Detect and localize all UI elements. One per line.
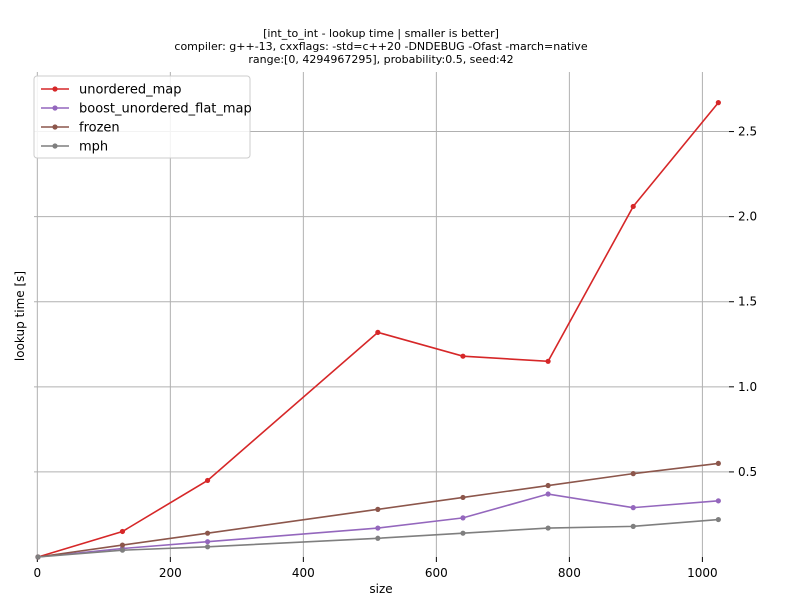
legend-marker-boost_unordered_flat_map xyxy=(52,105,58,111)
series-lines xyxy=(35,100,721,560)
data-point-boost_unordered_flat_map xyxy=(375,525,381,531)
legend-label-boost_unordered_flat_map: boost_unordered_flat_map xyxy=(79,102,252,117)
data-point-mph xyxy=(715,516,721,523)
data-point-mph xyxy=(375,535,381,541)
data-point-boost_unordered_flat_map xyxy=(204,539,211,545)
x-tick-label: 800 xyxy=(558,566,581,580)
x-tick-label: 600 xyxy=(425,566,448,580)
data-point-mph xyxy=(630,523,636,529)
data-point-frozen xyxy=(630,471,636,477)
data-point-mph xyxy=(460,530,466,536)
x-tick-label: 200 xyxy=(159,566,182,580)
data-point-mph xyxy=(35,554,41,560)
y-tick-label: 1.5 xyxy=(738,295,757,309)
data-point-frozen xyxy=(715,460,721,467)
x-tick-label: 400 xyxy=(292,566,315,580)
data-point-frozen xyxy=(460,494,466,501)
data-point-frozen xyxy=(119,542,126,548)
data-point-mph xyxy=(545,525,551,531)
data-point-mph xyxy=(204,544,211,550)
chart-subtitle-line-1: compiler: g++-13, cxxflags: -std=c++20 -… xyxy=(174,40,587,53)
series-line-mph xyxy=(37,518,719,558)
legend-label-unordered_map: unordered_map xyxy=(79,83,182,98)
y-tick-label: 0.5 xyxy=(738,465,757,479)
data-point-frozen xyxy=(375,506,381,512)
data-point-boost_unordered_flat_map xyxy=(630,505,636,511)
y-tick-label: 1.0 xyxy=(738,380,757,394)
data-point-unordered_map xyxy=(630,203,636,210)
chart-subtitle-line-2: range:[0, 4294967295], probability:0.5, … xyxy=(248,53,513,66)
chart-title: [int_to_int - lookup time | smaller is b… xyxy=(263,27,499,40)
data-point-unordered_map xyxy=(715,100,721,106)
data-point-unordered_map xyxy=(375,329,381,335)
y-tick-label: 2.0 xyxy=(738,210,757,224)
y-axis-label: lookup time [s] xyxy=(13,271,27,361)
legend-marker-frozen xyxy=(52,124,58,130)
series-line-boost_unordered_flat_map xyxy=(37,493,719,558)
data-point-mph xyxy=(119,547,126,553)
data-point-boost_unordered_flat_map xyxy=(715,498,721,504)
legend-marker-unordered_map xyxy=(52,86,58,92)
y-tick-label: 2.5 xyxy=(738,125,757,139)
series-line-unordered_map xyxy=(37,102,719,558)
data-point-unordered_map xyxy=(460,353,466,359)
legend: unordered_map boost_unordered_flat_mapfro… xyxy=(33,75,252,159)
legend-marker-mph xyxy=(52,143,58,149)
data-point-frozen xyxy=(545,482,551,489)
data-point-unordered_map xyxy=(119,528,126,535)
data-point-unordered_map xyxy=(204,477,211,484)
data-point-unordered_map xyxy=(545,358,551,364)
legend-frame xyxy=(33,75,251,159)
data-point-boost_unordered_flat_map xyxy=(460,515,466,521)
axis-ticks: 0 200 400 600 800 1000 0.5 1.0 1.5 2.0 2.5 xyxy=(34,125,758,580)
x-tick-label: 0 xyxy=(34,566,42,580)
data-point-boost_unordered_flat_map xyxy=(545,491,551,497)
x-tick-label: 1000 xyxy=(687,566,718,580)
data-point-frozen xyxy=(204,530,211,536)
legend-label-mph: mph xyxy=(79,140,108,155)
legend-label-frozen: frozen xyxy=(79,121,120,136)
series-line-frozen xyxy=(37,462,719,558)
x-axis-label: size xyxy=(369,582,392,596)
